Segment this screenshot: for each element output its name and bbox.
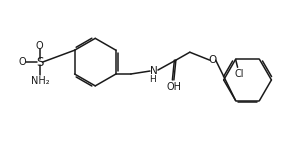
Text: O: O <box>36 41 43 51</box>
Text: O: O <box>19 57 26 67</box>
Text: Cl: Cl <box>235 69 244 79</box>
Text: N: N <box>150 66 158 76</box>
Text: S: S <box>36 56 43 69</box>
Text: O: O <box>209 55 217 65</box>
Text: OH: OH <box>166 82 181 92</box>
Text: NH₂: NH₂ <box>31 76 50 86</box>
Text: H: H <box>150 75 156 85</box>
